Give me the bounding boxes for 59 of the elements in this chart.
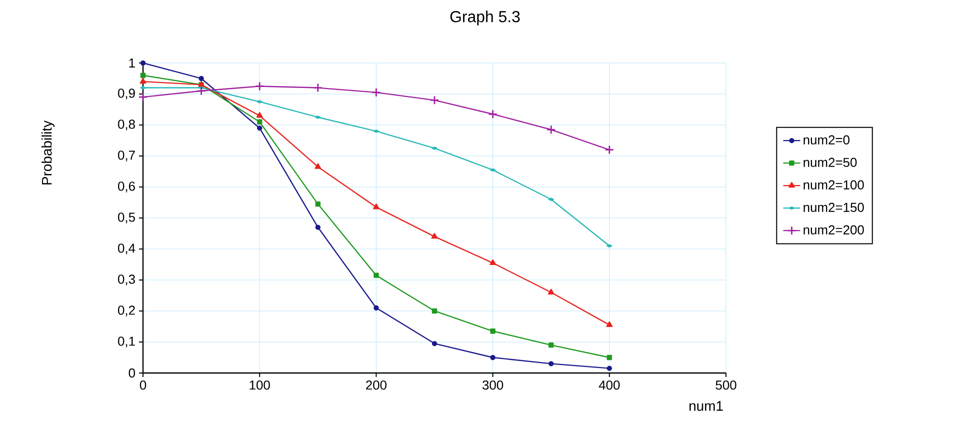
point: [373, 204, 380, 210]
y-tick-label: 0,9: [118, 88, 135, 100]
x-tick-label: 300: [482, 380, 504, 390]
point: [490, 259, 496, 266]
y-tick-label: 0,6: [118, 182, 135, 192]
point: [372, 88, 381, 98]
point: [488, 109, 498, 119]
point: [548, 361, 554, 366]
point: [256, 112, 263, 118]
y-tick-label: 0,5: [118, 212, 135, 224]
point: [606, 321, 613, 328]
x-tick-label: 400: [598, 380, 620, 390]
point: [140, 60, 146, 66]
point: [313, 83, 323, 92]
point: [490, 328, 496, 334]
x-tick-label: 200: [366, 380, 387, 390]
x-tick-label: 500: [716, 380, 736, 390]
point: [604, 145, 614, 154]
y-tick-label: 0: [128, 368, 136, 378]
point: [315, 224, 320, 230]
point: [548, 288, 554, 294]
y-tick-label: 0,7: [118, 150, 135, 162]
x-tick-label: 100: [250, 380, 270, 390]
point: [490, 354, 496, 360]
y-tick-label: 0,3: [118, 274, 135, 286]
point: [546, 124, 556, 134]
y-tick-label: 0,4: [118, 244, 136, 254]
legend-label: num2=100: [804, 180, 864, 190]
point: [140, 78, 146, 84]
point: [606, 354, 612, 360]
legend-label: num2=150: [804, 202, 864, 212]
y-tick-label: 0,8: [118, 120, 135, 130]
legend-label: num2=200: [804, 225, 864, 234]
point: [432, 308, 438, 314]
point: [254, 82, 264, 91]
legend-label: num2=0: [804, 135, 850, 144]
point: [374, 272, 379, 278]
point: [374, 305, 379, 310]
x-tick-label: 0: [140, 380, 146, 390]
y-axis-title: Probability: [42, 120, 55, 184]
y-tick-label: 1: [129, 58, 135, 68]
point: [432, 340, 438, 346]
point: [257, 119, 262, 124]
point: [606, 366, 612, 371]
point: [315, 201, 320, 207]
point: [314, 163, 322, 169]
point: [548, 342, 554, 348]
point: [140, 72, 146, 78]
point: [430, 96, 440, 105]
point: [257, 125, 262, 131]
y-tick-label: 0,2: [118, 306, 135, 316]
chart-title: Graph 5.3: [450, 10, 520, 26]
legend-label: num2=50: [804, 158, 857, 167]
point: [196, 86, 206, 96]
point: [431, 232, 438, 239]
point: [198, 76, 204, 82]
y-tick-label: 0,1: [118, 336, 135, 348]
point: [138, 92, 148, 102]
x-axis-title: num1: [689, 401, 723, 411]
